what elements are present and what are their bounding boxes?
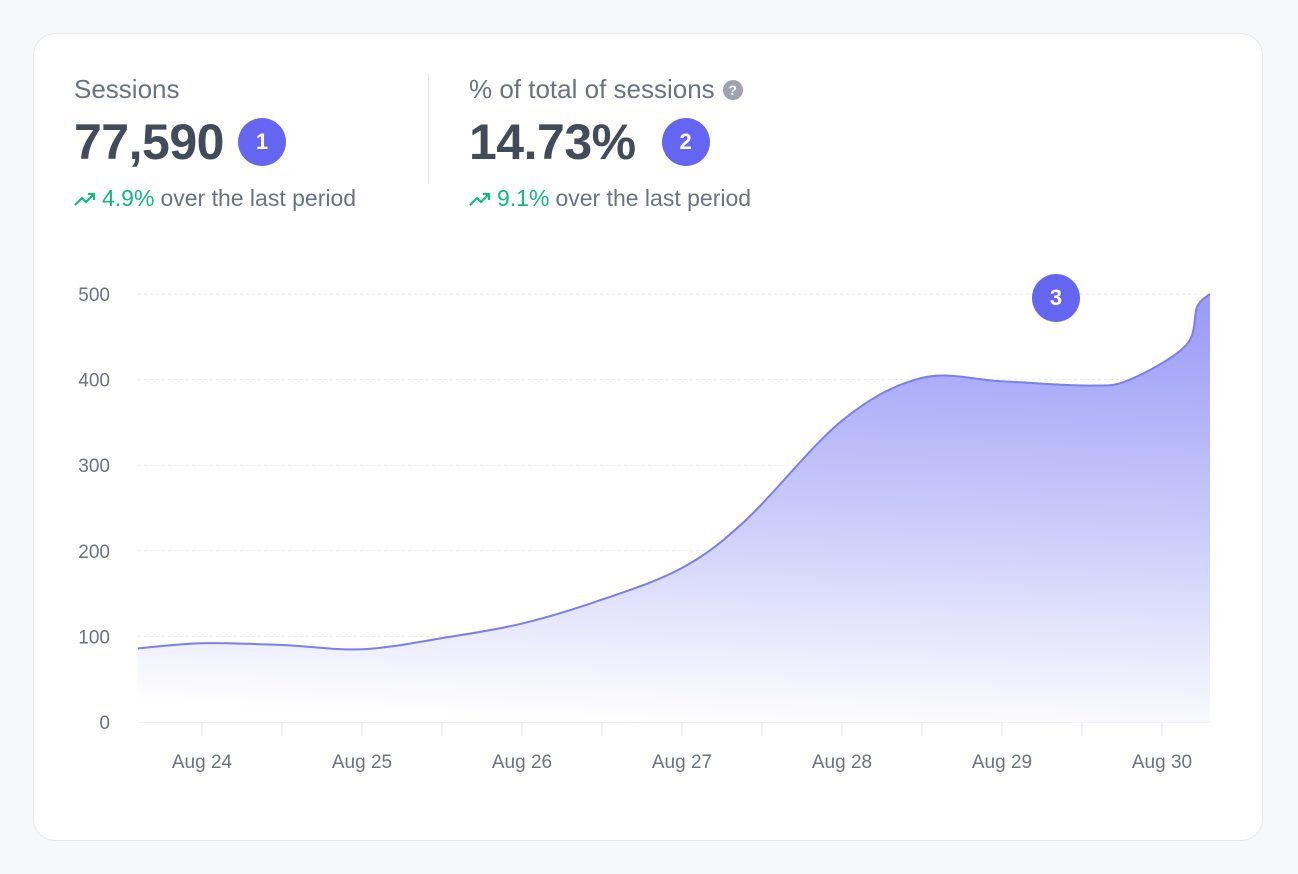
percent-total-value: 14.73% — [469, 114, 636, 170]
x-tick-label: Aug 30 — [1132, 752, 1192, 773]
annotation-badge-1: 1 — [237, 118, 286, 166]
x-tick-label: Aug 29 — [972, 752, 1032, 773]
sessions-change: 4.9% — [102, 185, 155, 211]
help-icon[interactable]: ? — [722, 79, 743, 100]
annotation-badge-2: 2 — [661, 118, 710, 166]
y-tick-label: 200 — [78, 542, 110, 563]
y-tick-label: 100 — [78, 627, 110, 648]
percent-total-metric: % of total of sessions ? 14.73% 2 9.1% o… — [469, 74, 751, 212]
x-tick-label: Aug 25 — [332, 752, 392, 773]
series-line — [137, 293, 1211, 651]
y-tick-label: 300 — [78, 456, 110, 477]
divider — [428, 74, 429, 184]
annotation-badge-3: 3 — [1032, 274, 1080, 322]
sessions-metric: Sessions 77,590 1 4.9% over the last per… — [74, 74, 356, 212]
x-tick-label: Aug 27 — [652, 752, 712, 773]
x-tick-label: Aug 28 — [812, 752, 872, 773]
sessions-label: Sessions — [74, 74, 180, 104]
x-tick-label: Aug 24 — [172, 752, 233, 773]
trend-up-icon — [469, 192, 491, 206]
sessions-value: 77,590 — [74, 114, 224, 170]
trend-up-icon — [74, 192, 96, 206]
sessions-change-text: over the last period — [160, 185, 357, 211]
y-tick-label: 0 — [99, 713, 110, 734]
y-tick-label: 500 — [78, 285, 110, 306]
x-tick-label: Aug 26 — [492, 752, 552, 773]
y-tick-label: 400 — [78, 371, 110, 392]
percent-total-label: % of total of sessions — [469, 74, 715, 104]
area-fill — [138, 294, 1210, 722]
percent-total-change: 9.1% — [497, 185, 550, 211]
percent-total-change-text: over the last period — [555, 185, 752, 211]
